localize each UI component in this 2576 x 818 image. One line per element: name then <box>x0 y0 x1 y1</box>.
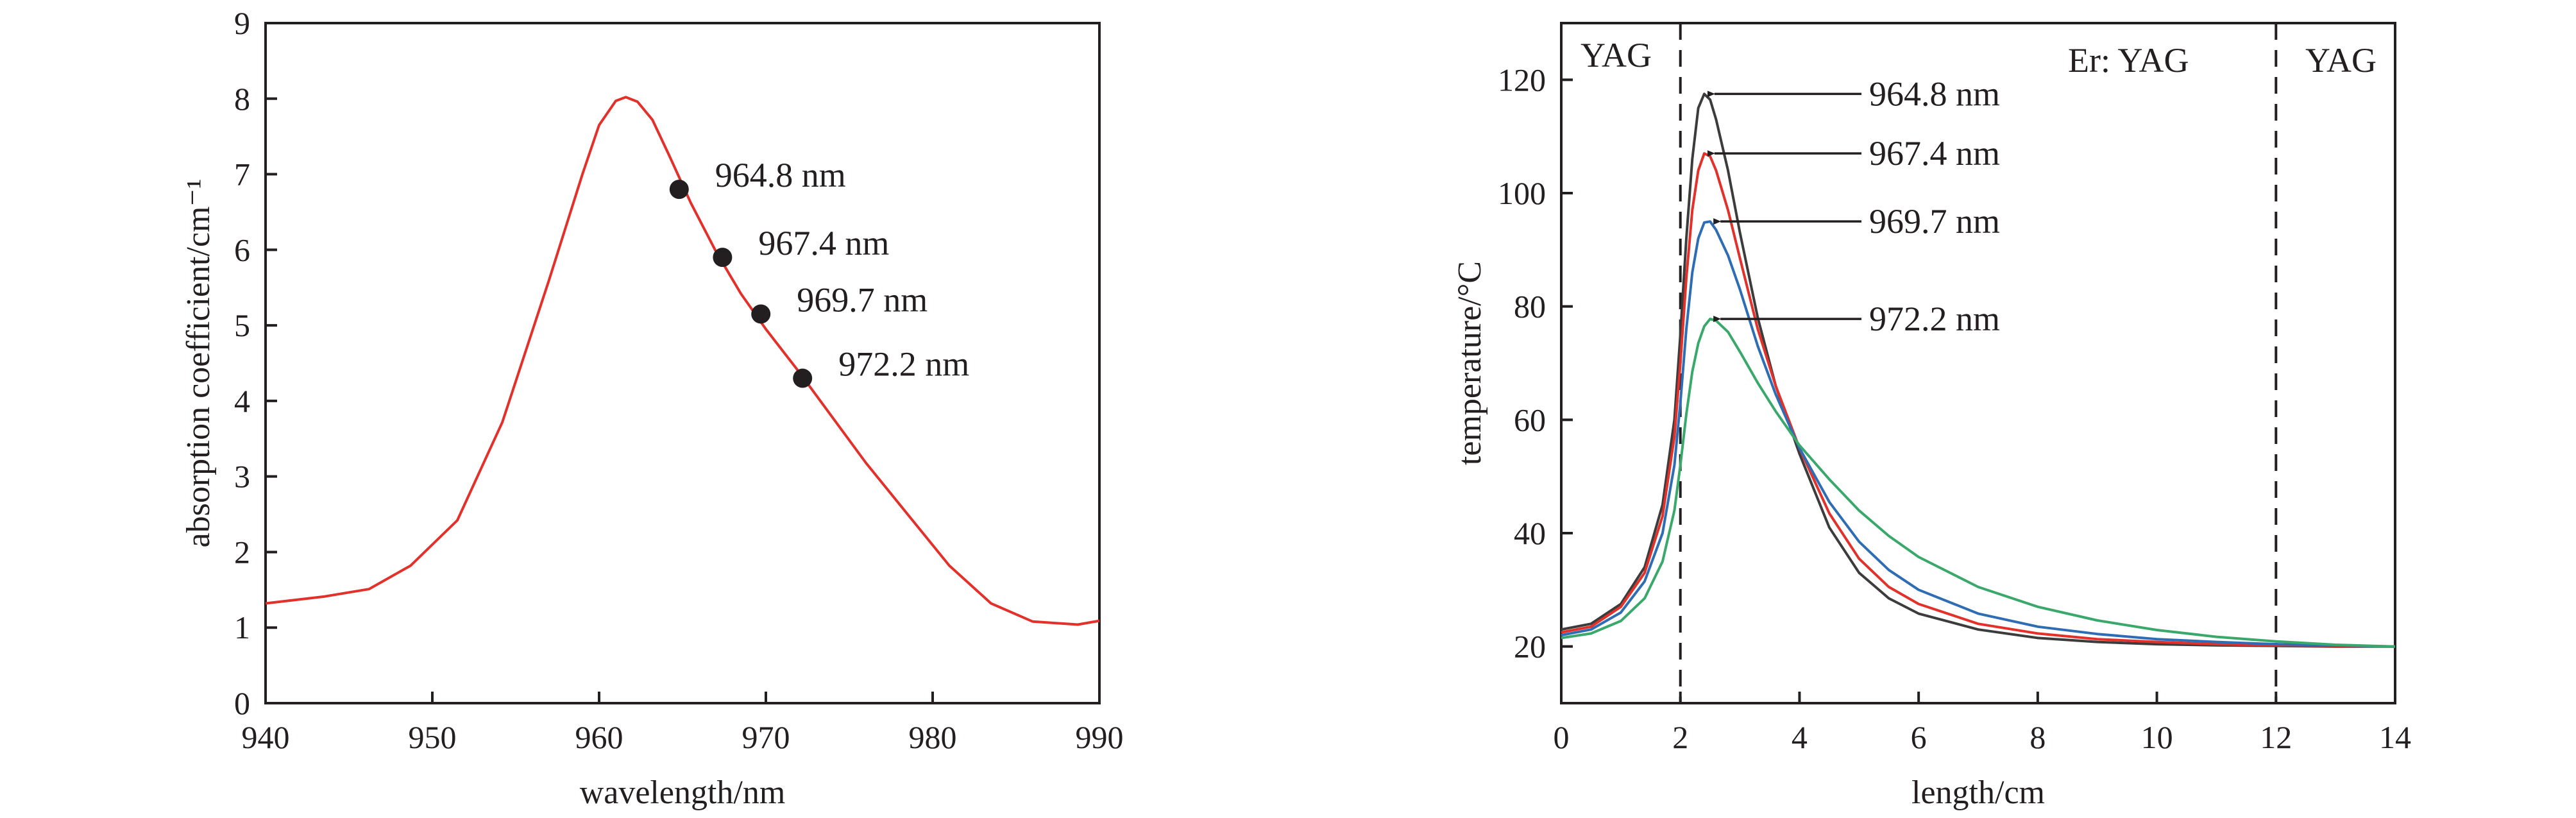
y-tick-labels: 0 1 2 3 4 5 6 7 8 9 <box>234 5 250 721</box>
x-tick-label: 0 <box>1554 719 1570 755</box>
y-tick-label: 40 <box>1514 515 1546 551</box>
x-tick-label: 970 <box>742 719 790 755</box>
y-tick-label: 1 <box>234 609 250 645</box>
series-group <box>1561 92 2396 648</box>
x-ticks <box>264 692 1101 703</box>
marker-label: 969.7 nm <box>797 280 928 319</box>
series-line <box>1561 152 2396 648</box>
series-line <box>265 96 1100 626</box>
series-line <box>1561 318 2396 648</box>
data-point-marker <box>669 180 689 200</box>
series-label: 972.2 nm <box>1869 300 2000 338</box>
y-tick-label: 0 <box>234 685 250 721</box>
series-line <box>1561 92 2395 648</box>
temperature-chart: 0 2 4 6 8 10 12 14 20 40 60 80 100 120 length/cm tem… <box>1452 22 2412 811</box>
annotation-group: 964.8 nm 967.4 nm 969.7 nm 972.2 nm <box>1707 74 2000 338</box>
y-tick-labels: 20 40 60 80 100 120 <box>1498 62 1546 664</box>
y-axis-title: absorption coefficient/cm⁻¹ <box>180 179 217 548</box>
y-tick-label: 100 <box>1498 175 1546 211</box>
data-point-marker <box>751 304 771 324</box>
y-tick-label: 120 <box>1498 62 1546 98</box>
series-label: 967.4 nm <box>1869 134 2000 173</box>
x-tick-label: 14 <box>2379 719 2411 755</box>
y-tick-label: 5 <box>234 307 250 343</box>
region-label-yag-left: YAG <box>1580 36 1652 74</box>
x-tick-labels: 940 950 960 970 980 990 <box>242 719 1124 755</box>
x-tick-label: 940 <box>242 719 290 755</box>
plot-frame <box>264 22 1101 704</box>
x-tick-label: 2 <box>1672 719 1688 755</box>
x-ticks <box>1560 692 2396 703</box>
series-label: 964.8 nm <box>1869 74 2000 113</box>
region-label-er-yag: Er: YAG <box>2068 41 2189 80</box>
data-point-marker <box>713 248 733 268</box>
y-tick-label: 3 <box>234 459 250 495</box>
y-tick-label: 9 <box>234 5 250 41</box>
x-tick-label: 12 <box>2260 719 2292 755</box>
x-tick-labels: 0 2 4 6 8 10 12 14 <box>1554 719 2412 755</box>
marker-label: 964.8 nm <box>715 156 846 194</box>
x-tick-label: 980 <box>909 719 957 755</box>
y-tick-label: 20 <box>1514 629 1546 665</box>
y-tick-label: 2 <box>234 534 250 570</box>
y-tick-label: 80 <box>1514 289 1546 325</box>
marker-label: 967.4 nm <box>758 224 889 262</box>
y-axis-title: temperature/°C <box>1452 261 1488 465</box>
y-tick-label: 60 <box>1514 402 1546 438</box>
y-tick-label: 8 <box>234 81 250 117</box>
x-tick-label: 990 <box>1076 719 1124 755</box>
y-tick-label: 6 <box>234 232 250 268</box>
x-tick-label: 950 <box>409 719 457 755</box>
y-ticks <box>266 22 277 704</box>
x-tick-label: 4 <box>1792 719 1808 755</box>
marker-group: 964.8 nm 967.4 nm 969.7 nm 972.2 nm <box>669 156 969 388</box>
data-point-marker <box>793 368 813 388</box>
y-ticks <box>1561 78 1573 648</box>
x-tick-label: 10 <box>2141 719 2173 755</box>
x-tick-label: 8 <box>2029 719 2046 755</box>
x-axis-title: length/cm <box>1911 774 2045 811</box>
marker-label: 972.2 nm <box>838 345 969 384</box>
y-tick-label: 4 <box>234 383 250 419</box>
series-label: 969.7 nm <box>1869 202 2000 241</box>
x-tick-label: 6 <box>1911 719 1927 755</box>
absorption-chart: 940 950 960 970 980 990 0 1 2 3 4 5 6 7 8 9 wavelength… <box>180 5 1124 811</box>
region-label-yag-right: YAG <box>2305 41 2377 80</box>
x-axis-title: wavelength/nm <box>580 774 786 811</box>
x-tick-label: 960 <box>575 719 623 755</box>
plot-frame <box>1560 22 2396 704</box>
series-group <box>265 96 1100 626</box>
y-tick-label: 7 <box>234 157 250 192</box>
